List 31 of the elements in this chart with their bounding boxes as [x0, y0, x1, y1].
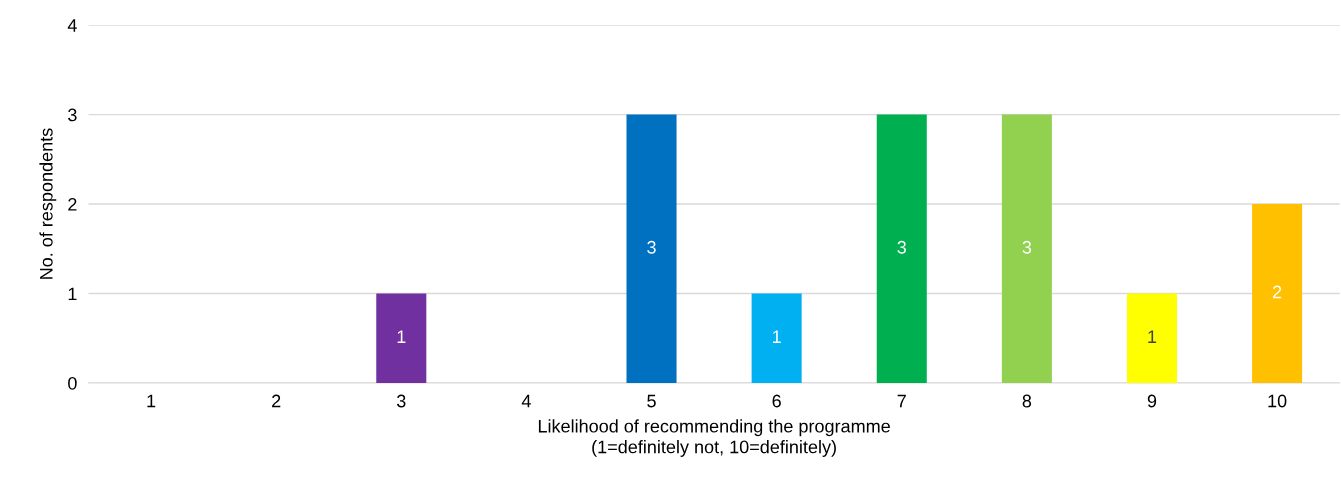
- y-tick-label: 0: [68, 376, 77, 390]
- bar: [876, 114, 927, 384]
- bar: [1126, 293, 1178, 384]
- data-label: 1: [1148, 330, 1157, 343]
- bar: [1001, 114, 1052, 384]
- y-tick-label: 2: [68, 198, 77, 211]
- bar: [376, 293, 427, 384]
- x-tick-label: 8: [1022, 394, 1032, 408]
- data-label: 3: [897, 240, 906, 254]
- bar: [626, 114, 677, 384]
- data-label: 1: [397, 330, 406, 343]
- x-tick-label: 2: [272, 394, 281, 408]
- x-tick-label: 7: [897, 394, 906, 408]
- x-tick-label: 5: [647, 394, 656, 408]
- x-tick-label: 6: [772, 394, 781, 408]
- data-label: 3: [1022, 240, 1032, 254]
- data-label: 2: [1272, 285, 1282, 299]
- x-axis-title: Likelihood of recommending the programme (1=definitely not, 10=definitely): [538, 419, 890, 457]
- x-tick-label: 1: [147, 394, 156, 408]
- bar: [1252, 204, 1303, 384]
- x-tick-label: 9: [1147, 394, 1157, 408]
- data-label: 3: [647, 240, 656, 254]
- y-tick-label: 1: [68, 287, 77, 301]
- x-tick-label: 10: [1268, 394, 1287, 408]
- x-tick-label: 3: [396, 394, 406, 408]
- data-label: 1: [773, 330, 781, 343]
- y-tick-label: 3: [68, 108, 77, 122]
- bar: [751, 293, 802, 384]
- x-tick-label: 4: [521, 394, 531, 408]
- y-axis-title: No. of respondents: [39, 128, 57, 279]
- y-tick-label: 4: [67, 19, 77, 32]
